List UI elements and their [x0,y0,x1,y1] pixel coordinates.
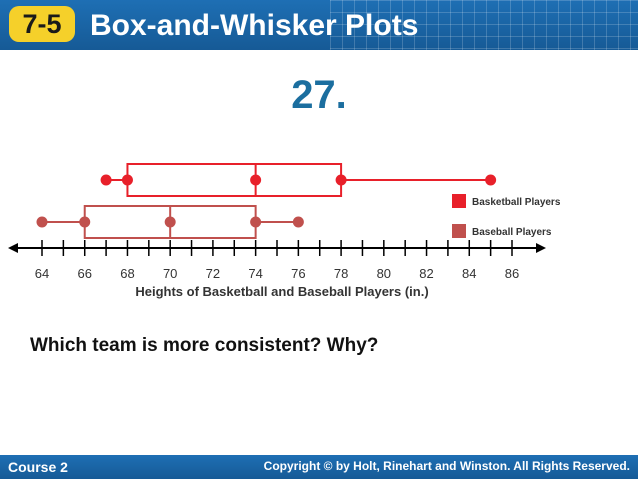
tick-label: 68 [120,266,134,281]
tick-label: 78 [334,266,348,281]
baseball-players-legend-swatch [452,224,466,238]
tick-label: 84 [462,266,476,281]
tick-label: 76 [291,266,305,281]
lesson-badge: 7-5 [9,6,75,42]
basketball-players-max-point [485,174,497,186]
tick-label: 72 [206,266,220,281]
x-axis-label: Heights of Basketball and Baseball Playe… [135,284,428,299]
tick-label: 74 [248,266,262,281]
basketball-players-q1-point [121,174,133,186]
baseball-players-median-point [164,216,176,228]
baseball-players-q3-point [250,216,262,228]
tick-label: 86 [505,266,519,281]
header-grid-decoration [330,0,638,50]
box-plot-chart: 64 66 68 70 72 74 76 78 80 82 84 86 Heights of Baske… [8,163,561,299]
footer-bar: Course 2 Copyright © by Holt, Rinehart a… [0,455,638,479]
tick-label: 80 [377,266,391,281]
header-bar: 7-5 Box-and-Whisker Plots [0,0,638,50]
tick-label: 64 [35,266,49,281]
basketball-players-box [126,163,343,197]
baseball-players-min-point [36,216,48,228]
tick-label: 82 [419,266,433,281]
tick-label: 66 [77,266,91,281]
problem-number: 27. [291,73,347,117]
baseball-players-q1-point [79,216,91,228]
footer-copyright: Copyright © by Holt, Rinehart and Winsto… [263,459,630,473]
basketball-players-median-point [250,174,262,186]
basketball-players-legend-label: Basketball Players [472,197,561,208]
basketball-players-legend-swatch [452,194,466,208]
footer-course: Course 2 [8,459,68,475]
baseball-players-max-point [292,216,304,228]
question-text: Which team is more consistent? Why? [30,335,379,356]
basketball-players-q3-point [335,174,347,186]
tick-label: 70 [163,266,177,281]
number-line-right-arrow [536,243,546,253]
page-title: Box-and-Whisker Plots [90,9,419,42]
baseball-players-legend-label: Baseball Players [472,227,552,238]
basketball-players-min-point [100,174,112,186]
number-line-left-arrow [8,243,18,253]
